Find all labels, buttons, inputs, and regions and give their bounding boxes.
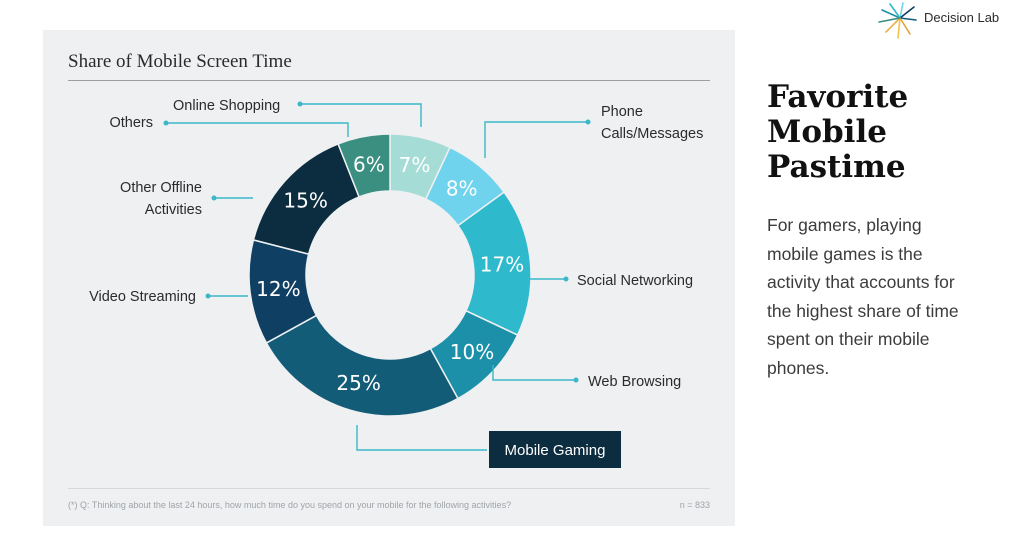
leader-dot [563, 276, 569, 282]
sample-size: n = 833 [679, 500, 710, 510]
side-title-line: Pastime [767, 149, 906, 185]
category-label-phone-calls-messages: Calls/Messages [601, 126, 703, 142]
side-description-line: phones. [767, 357, 830, 378]
side-description-line: mobile games is the [767, 243, 923, 264]
category-label-phone-calls-messages: Phone [601, 104, 643, 120]
value-label-online-shopping: 7% [399, 153, 431, 177]
logo: Decision Lab [876, 2, 1024, 42]
side-description-line: For gamers, playing [767, 215, 922, 235]
category-label-video-streaming: Video Streaming [89, 289, 196, 305]
category-label-other-offline-activities: Other Offline [120, 180, 202, 196]
value-label-phone-calls-messages: 8% [446, 176, 478, 200]
slice-others [337, 133, 391, 198]
logo-text: Decision Lab [924, 10, 1000, 25]
leader-line [484, 121, 588, 158]
donut-chart: 7% Online Shopping 8% Phone Calls/Messages 17… [89, 98, 703, 468]
chart-title: Share of Mobile Screen Time [68, 51, 292, 72]
leader-dot [297, 101, 303, 107]
category-label-social-networking: Social Networking [577, 273, 693, 289]
side-description-line: spent on their mobile [767, 329, 930, 349]
title-divider [68, 80, 710, 81]
footnote: (*) Q: Thinking about the last 24 hours,… [68, 500, 512, 510]
value-label-mobile-gaming: 25% [336, 371, 380, 395]
side-description-line: activity that accounts for [767, 272, 955, 292]
highlight-box [489, 431, 621, 468]
leader-dot [573, 377, 579, 383]
burst-icon [878, 2, 917, 39]
category-label-other-offline-activities: Activities [145, 202, 202, 218]
chart-card: Share of Mobile Screen Time 7% Online Sho… [43, 30, 735, 526]
value-label-others: 6% [353, 152, 385, 176]
slice-mobile-gaming [265, 314, 459, 417]
value-label-other-offline-activities: 15% [283, 189, 327, 213]
leader-line [356, 425, 487, 451]
leader-dot [585, 119, 591, 125]
leader-dot [205, 293, 211, 299]
category-label-others: Others [109, 115, 153, 131]
leader-line [492, 365, 576, 381]
category-label-web-browsing: Web Browsing [588, 374, 681, 390]
footnote-divider [68, 488, 710, 489]
side-title: Favorite Mobile Pastime [767, 80, 1007, 185]
value-label-video-streaming: 12% [256, 277, 300, 301]
leader-dot [163, 120, 169, 126]
side-title-line: Favorite [767, 79, 909, 115]
leader-dot [211, 195, 217, 201]
leader-line [166, 122, 349, 137]
side-title-line: Mobile [767, 114, 887, 150]
value-label-web-browsing: 10% [450, 340, 494, 364]
category-label-online-shopping: Online Shopping [173, 98, 280, 114]
category-label-mobile-gaming: Mobile Gaming [505, 442, 606, 459]
leader-line [300, 103, 422, 127]
value-label-social-networking: 17% [480, 252, 524, 276]
side-description: For gamers, playing mobile games is the … [767, 211, 1007, 382]
side-description-line: the highest share of time [767, 300, 959, 321]
